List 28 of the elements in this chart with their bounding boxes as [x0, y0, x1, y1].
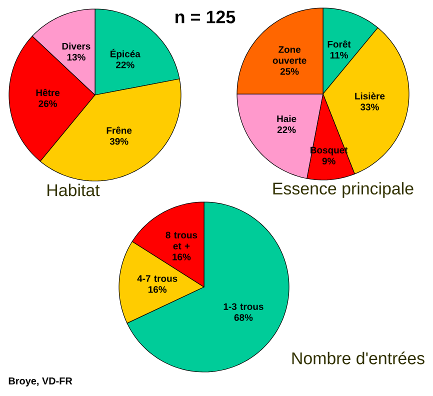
- text: Essence principale: [273, 182, 414, 198]
- data-label: 22%: [277, 126, 296, 134]
- slice-label: Forêt: [328, 40, 351, 48]
- text: n = 125: [176, 10, 236, 24]
- data-label: 39%: [110, 138, 128, 145]
- slice-label: Hêtre: [36, 88, 60, 96]
- data-label: 13%: [67, 54, 86, 61]
- slice-label: Frêne: [106, 126, 132, 134]
- slice-label: Divers: [62, 42, 90, 50]
- data-label: 11%: [330, 52, 348, 59]
- data-label: 9%: [322, 158, 336, 164]
- slice-label: 8 trous et +: [166, 232, 198, 250]
- data-label: 26%: [38, 100, 58, 108]
- slice-label: Lisière: [355, 92, 385, 100]
- data-label: 16%: [172, 254, 191, 260]
- data-label: 22%: [116, 62, 134, 68]
- slice-label: 4-7 trous: [137, 275, 178, 282]
- text: Nombre d'entrées: [292, 352, 424, 364]
- slice-label: 1-3 trous: [224, 303, 264, 310]
- slice-label: Zone ouverte: [272, 46, 306, 64]
- data-label: 68%: [234, 314, 253, 321]
- data-label: 25%: [280, 68, 299, 75]
- text: Habitat: [48, 184, 100, 196]
- slice-label: Épicéa: [110, 48, 140, 60]
- data-label: 33%: [360, 104, 379, 110]
- slice-label: Haie: [277, 115, 296, 122]
- text: Broye, VD-FR: [8, 378, 72, 386]
- data-label: 16%: [148, 286, 167, 293]
